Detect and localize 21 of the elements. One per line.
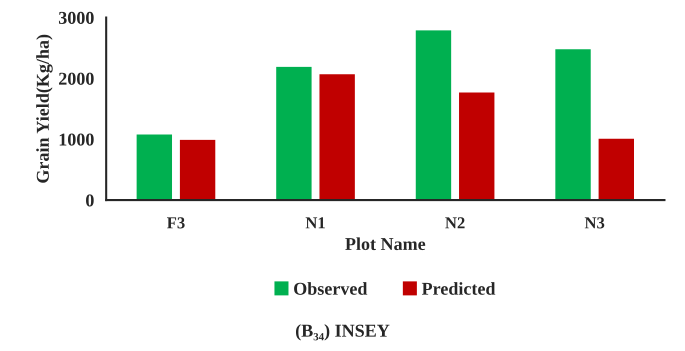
text: (B₃₄) INSEY	[296, 324, 390, 340]
legend-label: Observed	[294, 282, 368, 295]
bar	[318, 72, 356, 200]
x-tick-label: N3	[584, 217, 604, 228]
legend-label: Predicted	[422, 282, 496, 295]
y-tick-label: 0	[86, 194, 94, 207]
y-tick-label: 1000	[60, 133, 94, 146]
bar	[458, 91, 496, 200]
x-axis-title: Plot Name	[345, 237, 426, 250]
y-tick-label: 3000	[58, 12, 94, 24]
y-axis-title: Grain Yield(Kg/ha)	[36, 34, 53, 183]
bar	[414, 29, 453, 200]
bar	[135, 133, 174, 200]
bar	[597, 137, 636, 200]
bar	[554, 48, 592, 200]
bar	[274, 66, 313, 200]
x-tick-label: F3	[166, 217, 185, 228]
y-tick-label: 2000	[59, 72, 94, 85]
x-tick-label: N1	[306, 217, 325, 228]
bar	[178, 138, 217, 200]
x-tick-label: N2	[445, 217, 465, 228]
